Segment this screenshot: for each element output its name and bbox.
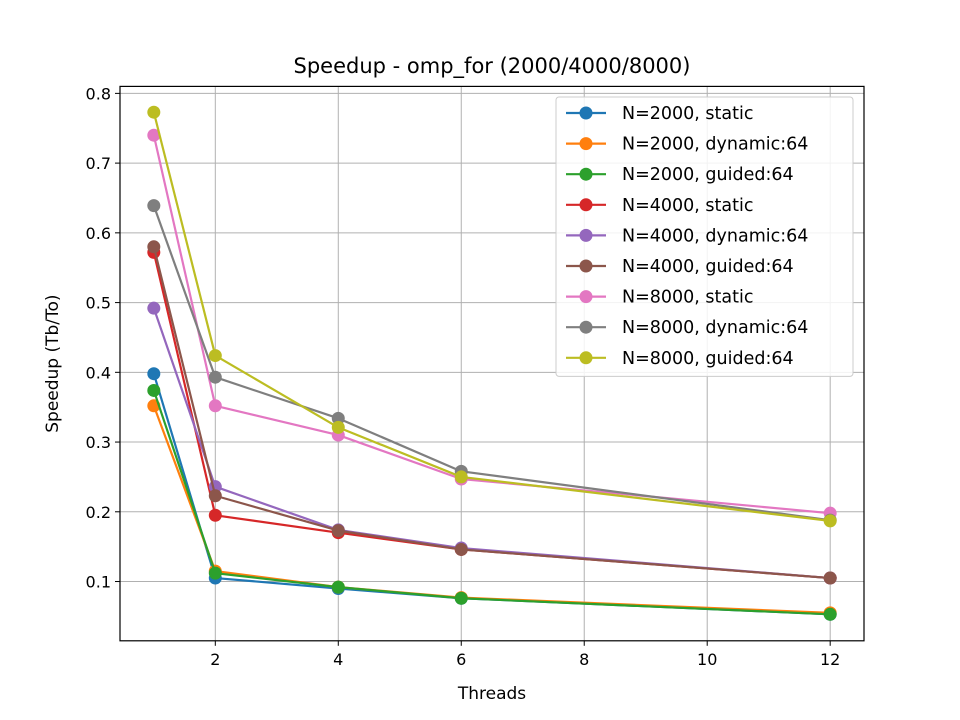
data-point — [147, 240, 161, 254]
legend-marker — [579, 320, 593, 334]
legend-item: N=8000, dynamic:64 — [566, 318, 808, 338]
y-tick-label: 0.6 — [86, 224, 111, 243]
x-tick-label: 8 — [579, 650, 589, 669]
legend-item: N=4000, dynamic:64 — [566, 226, 808, 246]
legend-label: N=4000, guided:64 — [622, 257, 794, 277]
legend-item: N=2000, dynamic:64 — [566, 135, 808, 155]
axis-ticks: 2 4 6 8 10 12 0.1 0.2 0.3 0.4 0.5 0.6 0.7 0.8 — [86, 84, 841, 668]
plot-frame — [119, 85, 865, 642]
legend-item: N=8000, static — [566, 288, 753, 308]
x-tick-label: 4 — [333, 650, 343, 669]
legend-label: N=8000, dynamic:64 — [622, 318, 808, 338]
series-layer — [147, 105, 837, 621]
data-point — [331, 411, 345, 425]
series-9 — [147, 105, 837, 528]
legend-label: N=4000, static — [622, 196, 753, 216]
data-point — [147, 367, 161, 381]
data-point — [208, 489, 222, 503]
legend-label: N=2000, guided:64 — [622, 165, 794, 185]
legend-marker — [579, 106, 593, 120]
data-point — [208, 508, 222, 522]
y-tick-label: 0.4 — [86, 363, 111, 382]
chart-title: Speedup - omp_for (2000/4000/8000) — [294, 54, 691, 79]
legend-item: N=4000, static — [566, 196, 753, 216]
x-tick-label: 2 — [210, 650, 220, 669]
data-point — [454, 542, 468, 556]
y-tick-label: 0.7 — [86, 154, 111, 173]
legend-item: N=8000, guided:64 — [566, 349, 794, 369]
data-point — [147, 105, 161, 119]
legend-marker — [579, 137, 593, 151]
legend-marker — [579, 259, 593, 273]
y-tick-label: 0.8 — [86, 84, 111, 103]
y-tick-label: 0.3 — [86, 433, 111, 452]
series-6 — [147, 240, 837, 585]
legend-frame — [555, 96, 854, 377]
legend-label: N=2000, static — [622, 104, 753, 124]
y-tick-label: 0.5 — [86, 294, 111, 313]
data-point — [208, 399, 222, 413]
data-point — [208, 566, 222, 580]
legend-marker — [579, 228, 593, 242]
legend-label: N=2000, dynamic:64 — [622, 135, 808, 155]
legend-item: N=2000, static — [566, 104, 753, 124]
data-point — [208, 349, 222, 363]
x-axis-label: Threads — [457, 684, 526, 704]
data-point — [454, 470, 468, 484]
y-tick-label: 0.2 — [86, 503, 111, 522]
data-point — [331, 524, 345, 538]
legend-item: N=2000, guided:64 — [566, 165, 794, 185]
legend-label: N=8000, static — [622, 288, 753, 308]
data-point — [823, 607, 837, 621]
data-point — [823, 514, 837, 528]
legend-label: N=8000, guided:64 — [622, 349, 794, 369]
legend-marker — [579, 290, 593, 304]
x-tick-label: 10 — [697, 650, 717, 669]
data-point — [147, 128, 161, 142]
data-point — [823, 571, 837, 585]
legend-marker — [579, 351, 593, 365]
data-point — [208, 370, 222, 384]
legend-marker — [579, 167, 593, 181]
data-point — [331, 580, 345, 594]
legend-marker — [579, 198, 593, 212]
x-tick-label: 6 — [456, 650, 466, 669]
legend-item: N=4000, guided:64 — [566, 257, 794, 277]
series-8 — [147, 199, 837, 527]
legend-label: N=4000, dynamic:64 — [622, 226, 808, 246]
data-point — [147, 301, 161, 315]
data-point — [147, 383, 161, 397]
x-tick-label: 12 — [820, 650, 840, 669]
data-point — [147, 199, 161, 213]
data-point — [454, 591, 468, 605]
y-axis-label: Speedup (Tb/To) — [43, 294, 63, 432]
data-point — [331, 420, 345, 434]
y-tick-label: 0.1 — [86, 573, 111, 592]
series-3 — [147, 383, 837, 621]
legend: N=2000, static N=2000, dynamic:64 N=2000, … — [555, 96, 854, 377]
